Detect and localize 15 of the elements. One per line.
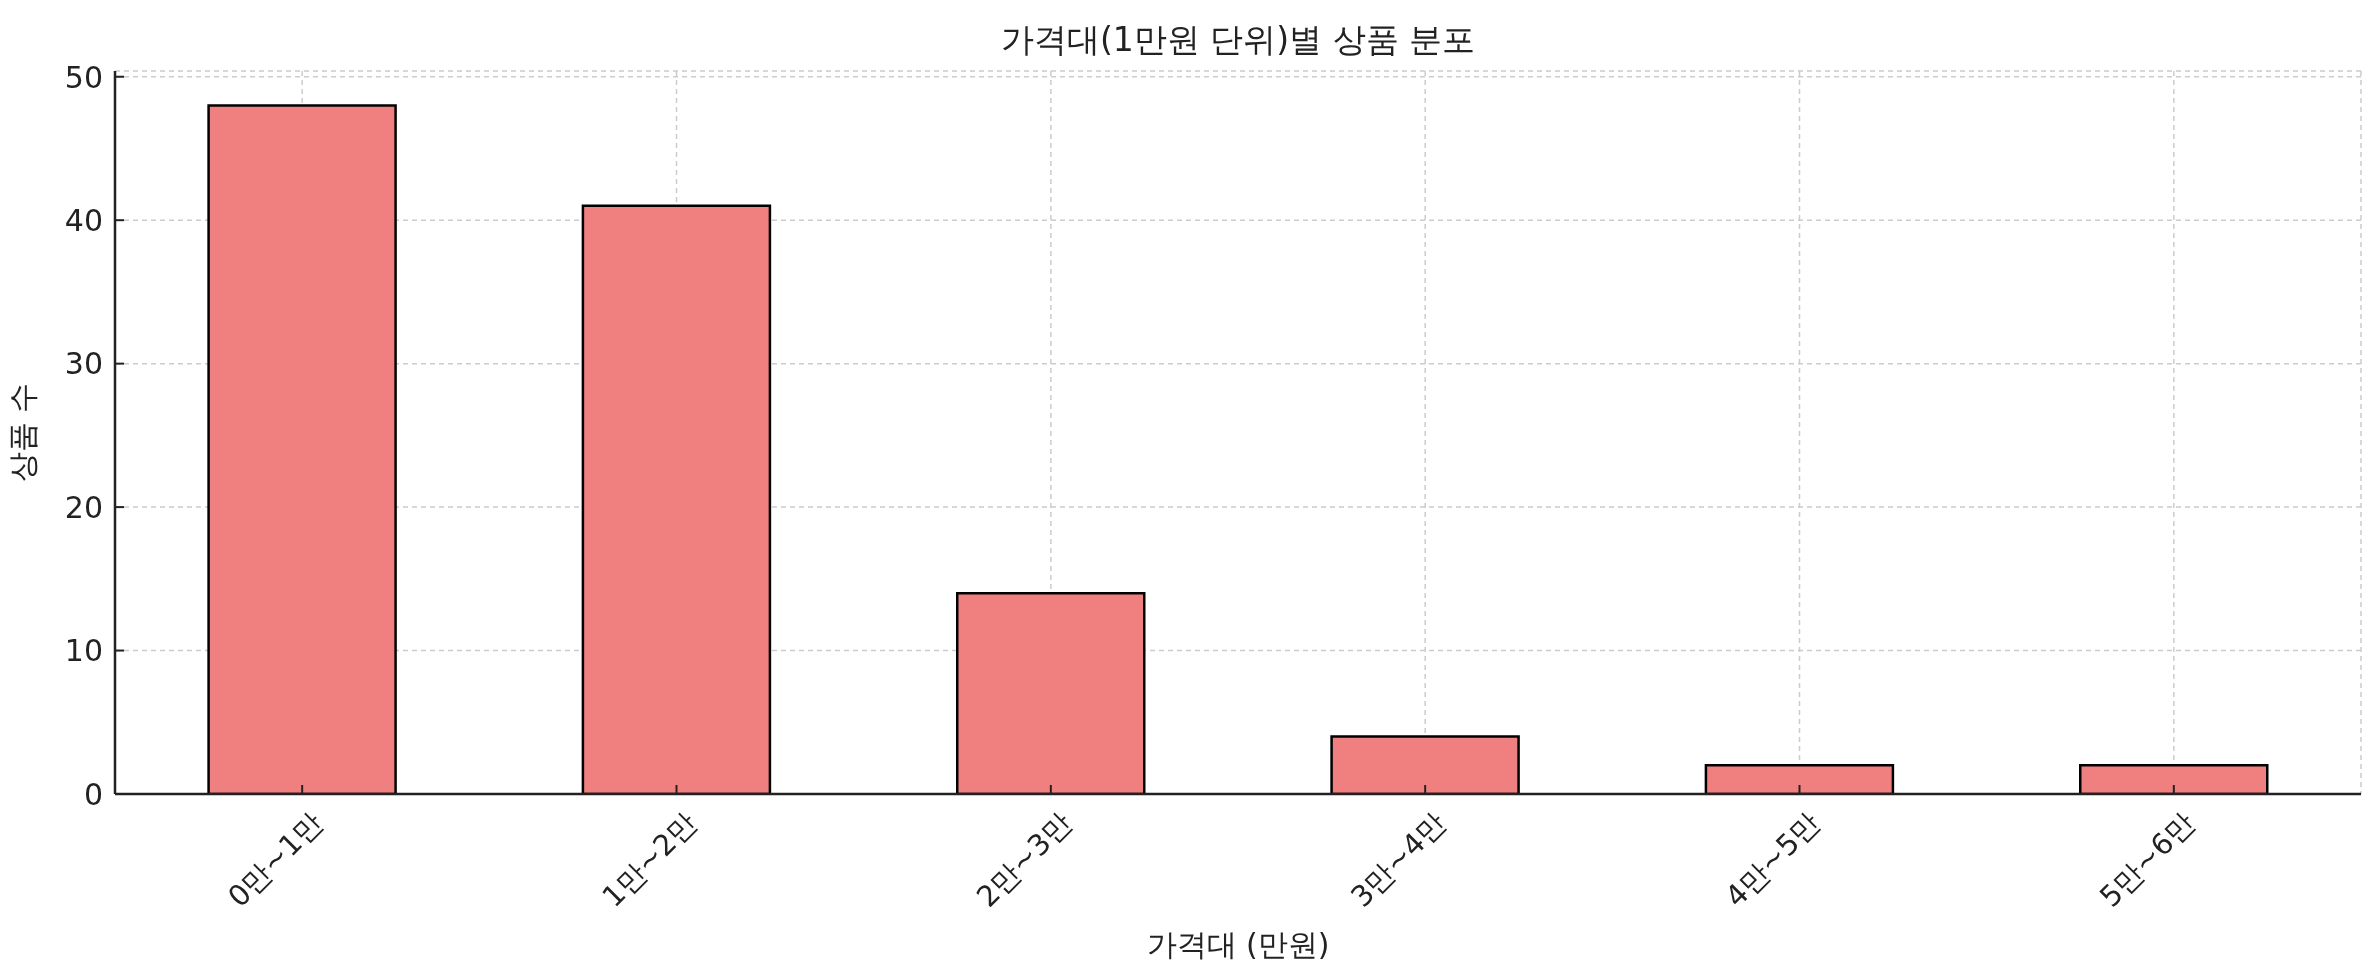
- y-axis-title: 상품 수: [4, 382, 40, 483]
- bar: [1330, 735, 1520, 794]
- y-tick-label: 10: [64, 633, 103, 669]
- y-tick-label: 40: [64, 202, 103, 238]
- y-tick-label: 20: [64, 489, 103, 525]
- bar: [2079, 764, 2269, 794]
- bar: [956, 591, 1146, 794]
- bar: [581, 204, 772, 794]
- bar: [1704, 764, 1895, 794]
- y-tick-label: 50: [64, 59, 103, 95]
- y-tick-label: 0: [83, 776, 103, 812]
- y-tick-label: 30: [64, 346, 103, 382]
- x-axis-title: 가격대 (만원): [1146, 927, 1330, 962]
- bar: [207, 104, 397, 794]
- chart-title: 가격대(1만원 단위)별 상품 분포: [999, 20, 1477, 60]
